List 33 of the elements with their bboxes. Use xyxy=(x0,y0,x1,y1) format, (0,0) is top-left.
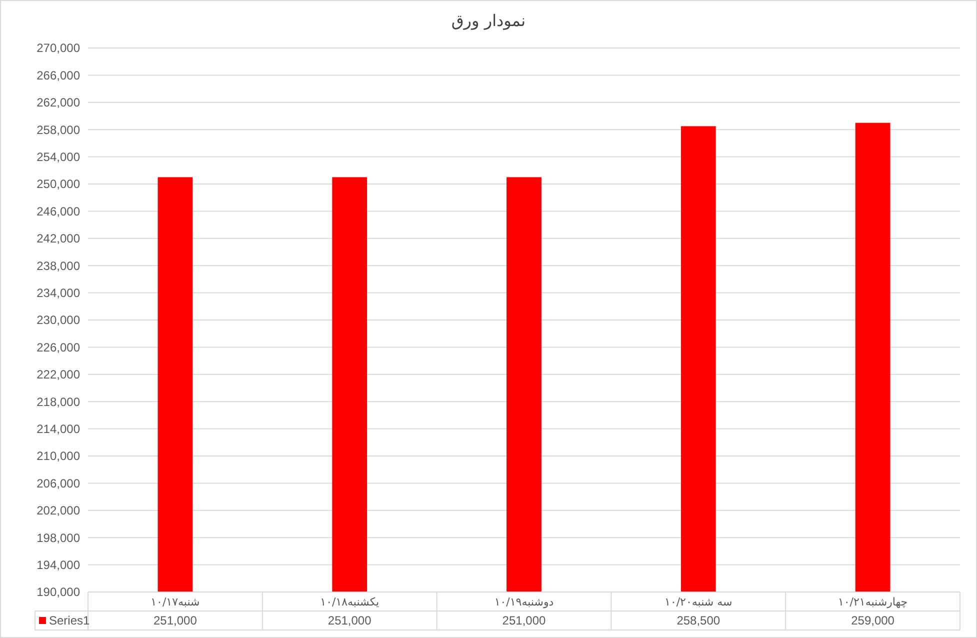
y-tick-label: 190,000 xyxy=(36,585,80,600)
y-tick-label: 194,000 xyxy=(36,558,80,572)
chart-title: نمودار ورق xyxy=(451,11,526,30)
x-tick-label: شنبه۱۰/۱۷ xyxy=(150,595,200,608)
y-tick-label: 222,000 xyxy=(36,368,80,382)
x-tick-label: دوشنبه۱۰/۱۹ xyxy=(494,595,554,608)
y-tick-label: 254,000 xyxy=(36,150,80,164)
y-tick-label: 270,000 xyxy=(36,41,80,56)
y-tick-label: 198,000 xyxy=(36,530,80,545)
legend-label: Series1 xyxy=(49,614,90,628)
y-tick-label: 210,000 xyxy=(36,449,80,464)
x-tick-label: یکشنبه۱۰/۱۸ xyxy=(320,595,380,608)
y-tick-label: 242,000 xyxy=(36,232,80,246)
data-label: 251,000 xyxy=(502,614,546,628)
data-label: 258,500 xyxy=(676,614,720,628)
y-tick-label: 226,000 xyxy=(36,340,80,354)
y-tick-label: 266,000 xyxy=(36,68,80,82)
y-tick-label: 202,000 xyxy=(36,504,80,518)
y-tick-label: 262,000 xyxy=(36,96,80,110)
y-tick-label: 250,000 xyxy=(36,177,80,192)
y-tick-label: 214,000 xyxy=(36,422,80,436)
y-tick-label: 230,000 xyxy=(36,313,80,328)
y-tick-label: 246,000 xyxy=(36,204,80,218)
y-tick-label: 206,000 xyxy=(36,476,80,490)
y-tick-label: 234,000 xyxy=(36,286,80,300)
y-tick-label: 258,000 xyxy=(36,122,80,137)
x-tick-label: چهارشنبه۱۰/۲۱ xyxy=(838,595,908,608)
data-label: 251,000 xyxy=(328,614,372,628)
y-tick-label: 238,000 xyxy=(36,258,80,273)
data-label: 251,000 xyxy=(154,614,198,628)
x-tick-label: سه شنبه۱۰/۲۰ xyxy=(664,595,732,608)
data-label: 259,000 xyxy=(851,614,895,628)
y-tick-label: 218,000 xyxy=(36,394,80,409)
